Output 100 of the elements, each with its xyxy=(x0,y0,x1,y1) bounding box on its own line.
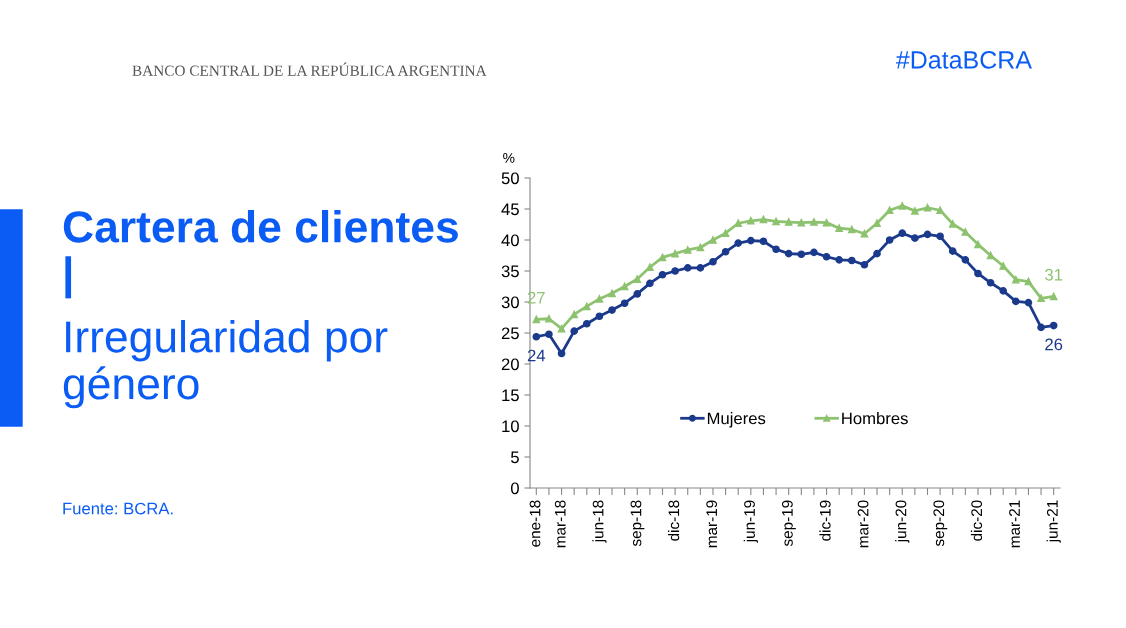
point xyxy=(974,240,982,249)
point xyxy=(608,289,616,298)
point xyxy=(557,324,566,333)
point xyxy=(582,302,591,311)
point xyxy=(999,262,1008,270)
point xyxy=(911,234,919,242)
point xyxy=(948,247,957,255)
point xyxy=(835,224,843,233)
point xyxy=(532,332,541,341)
point xyxy=(696,243,705,252)
point xyxy=(570,310,578,319)
point xyxy=(696,264,705,272)
point xyxy=(898,229,907,238)
point xyxy=(658,270,667,279)
point xyxy=(721,229,730,238)
y-tick-label: 30 xyxy=(501,296,519,309)
point xyxy=(784,249,793,258)
data-label: 24 xyxy=(527,349,546,362)
point xyxy=(835,256,843,264)
point xyxy=(885,206,894,215)
x-tick-label: mar-20 xyxy=(857,500,869,548)
legend-label: Hombres xyxy=(842,412,908,425)
point xyxy=(646,263,654,272)
point xyxy=(570,327,578,335)
text: Cartera de clientes | xyxy=(63,210,458,299)
x-tick-label: jun-21 xyxy=(1046,500,1061,543)
point xyxy=(620,282,629,291)
source-note: Fuente: BCRA. xyxy=(63,502,173,515)
legend-label: Mujeres xyxy=(707,412,766,428)
point xyxy=(961,256,970,264)
data-label: 26 xyxy=(1045,338,1063,351)
point xyxy=(986,278,995,287)
point xyxy=(860,260,869,269)
point xyxy=(608,306,616,314)
point xyxy=(595,312,604,321)
point xyxy=(911,207,919,215)
point xyxy=(923,230,932,239)
point xyxy=(999,287,1008,295)
point xyxy=(885,236,894,244)
y-tick-label: 25 xyxy=(501,327,519,340)
point xyxy=(734,239,743,247)
point xyxy=(709,257,717,266)
x-tick-label: jun-18 xyxy=(592,500,607,543)
x-tick-label: jun-20 xyxy=(895,500,910,543)
x-tick-label: dic-19 xyxy=(819,500,831,541)
point xyxy=(683,246,692,254)
y-tick-label: 0 xyxy=(510,482,519,495)
point xyxy=(545,314,553,323)
x-tick-label: mar-18 xyxy=(554,500,566,548)
text: Irregularidad por género xyxy=(63,320,388,409)
point xyxy=(936,232,944,241)
x-tick-label: mar-21 xyxy=(1009,500,1020,548)
point xyxy=(658,253,667,262)
point xyxy=(532,315,541,324)
point xyxy=(1024,298,1033,307)
y-tick-label: 35 xyxy=(501,265,519,278)
point xyxy=(772,245,780,254)
point xyxy=(620,299,629,308)
point xyxy=(936,206,944,215)
text: BANCO CENTRAL DE LA REPÚBLICA ARGENTINA xyxy=(132,62,487,76)
point xyxy=(873,219,881,228)
x-tick-label: dic-20 xyxy=(970,500,983,541)
point xyxy=(784,218,793,226)
y-tick-label: 10 xyxy=(502,420,519,433)
point xyxy=(545,330,553,339)
point xyxy=(1012,275,1020,284)
point xyxy=(734,219,743,228)
point xyxy=(923,203,932,212)
point xyxy=(721,247,730,256)
point xyxy=(772,217,780,226)
x-tick-label: ene-18 xyxy=(529,500,541,547)
x-tick-label: sep-19 xyxy=(781,500,796,547)
y-tick-label: 50 xyxy=(501,172,519,185)
y-tick-label: 5 xyxy=(510,451,519,464)
point xyxy=(948,220,957,228)
point xyxy=(847,256,856,265)
y-tick-label: 20 xyxy=(501,358,519,371)
point xyxy=(759,237,768,246)
y-tick-label: 15 xyxy=(502,389,519,402)
point xyxy=(1012,297,1020,306)
point xyxy=(595,295,604,303)
point xyxy=(797,250,806,259)
x-tick-label: dic-18 xyxy=(668,500,680,541)
point xyxy=(860,229,869,238)
point xyxy=(847,225,856,234)
point xyxy=(633,275,642,283)
point xyxy=(810,248,818,257)
point xyxy=(557,349,566,358)
point xyxy=(986,251,995,260)
y-axis-title: % xyxy=(503,153,515,163)
point xyxy=(671,249,679,258)
point xyxy=(822,252,831,261)
x-tick-label: jun-19 xyxy=(743,500,758,543)
point xyxy=(646,279,654,288)
point xyxy=(671,267,679,275)
point xyxy=(1024,277,1033,286)
point xyxy=(709,236,717,244)
y-tick-label: 45 xyxy=(501,203,519,216)
point xyxy=(822,218,831,227)
point xyxy=(961,228,970,236)
